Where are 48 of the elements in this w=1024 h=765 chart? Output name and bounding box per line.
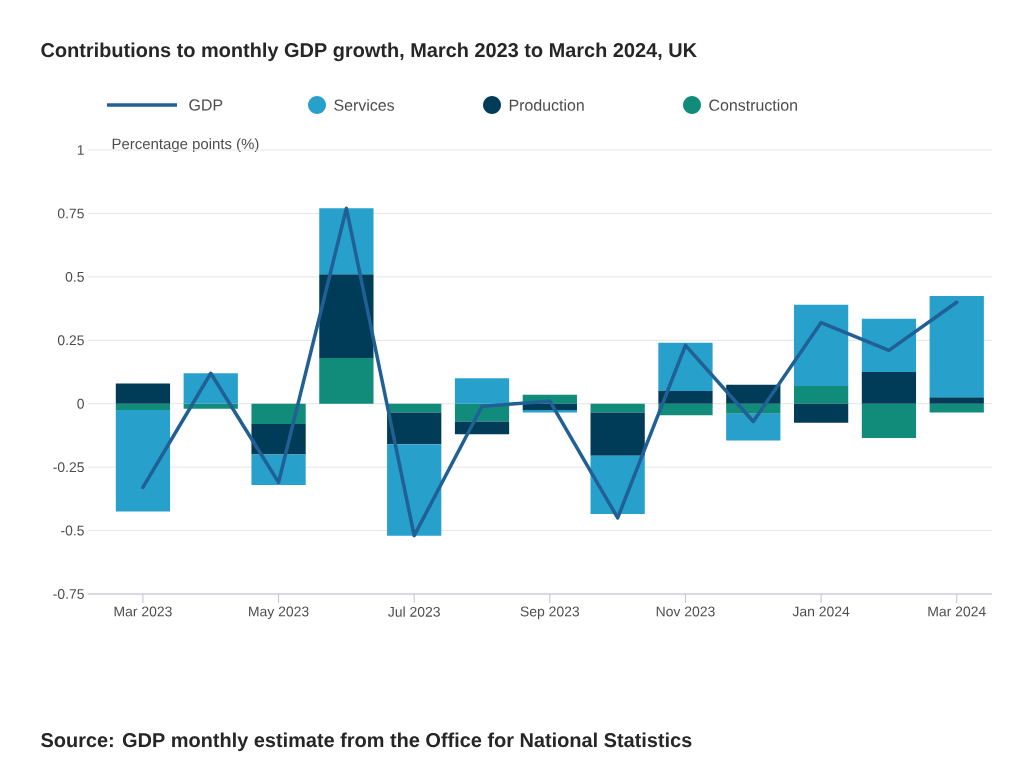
bar xyxy=(387,403,442,413)
bar xyxy=(590,403,645,413)
legend-label: Construction xyxy=(709,99,797,111)
y-tick-label: -0.5 xyxy=(61,525,84,536)
bar xyxy=(251,403,306,425)
bar xyxy=(590,412,645,456)
bar xyxy=(793,304,849,386)
bar xyxy=(861,318,917,372)
legend-label: Services xyxy=(334,99,395,111)
y-tick-label: 0 xyxy=(77,398,84,409)
bar xyxy=(387,412,442,445)
y-tick-label: 1 xyxy=(77,145,84,155)
bar xyxy=(658,403,713,416)
bar xyxy=(115,383,171,404)
bar xyxy=(319,358,374,404)
bar xyxy=(861,372,917,404)
bar xyxy=(658,391,713,404)
bar xyxy=(454,378,510,404)
y-axis-title: Percentage points (%) xyxy=(112,138,259,153)
y-tick-label: -0.25 xyxy=(53,462,84,473)
bar xyxy=(115,410,171,512)
bar xyxy=(522,410,577,413)
y-tick-label: 0.75 xyxy=(57,208,84,219)
source-note: Source: GDP monthly estimate from the Office for National Statistics xyxy=(41,732,692,752)
bar xyxy=(929,397,984,404)
bar xyxy=(929,295,984,398)
legend-label: GDP xyxy=(189,99,223,111)
x-tick-label: Mar 2024 xyxy=(928,606,986,617)
bar xyxy=(319,274,374,359)
bar xyxy=(726,413,781,441)
line-series xyxy=(141,206,959,538)
bar xyxy=(115,403,171,411)
y-tick-label: 0.25 xyxy=(57,335,84,346)
bar xyxy=(793,403,849,423)
bar xyxy=(861,403,917,438)
chart-title: Contributions to monthly GDP growth, March 2023 to March 2024, UK xyxy=(41,42,697,62)
bar xyxy=(929,403,984,413)
y-tick-label: -0.75 xyxy=(53,589,84,599)
x-tick-label: Mar 2023 xyxy=(114,606,172,617)
bar xyxy=(793,385,849,404)
x-tick-label: Jan 2024 xyxy=(792,606,850,617)
x-tick-label: May 2023 xyxy=(249,606,309,620)
y-tick-label: 0.5 xyxy=(65,271,84,282)
bar xyxy=(454,421,510,435)
x-tick-label: Jul 2023 xyxy=(388,606,440,617)
x-tick-label: Nov 2023 xyxy=(656,606,715,617)
legend-label: Production xyxy=(509,99,584,111)
x-tick-label: Sep 2023 xyxy=(520,606,580,620)
